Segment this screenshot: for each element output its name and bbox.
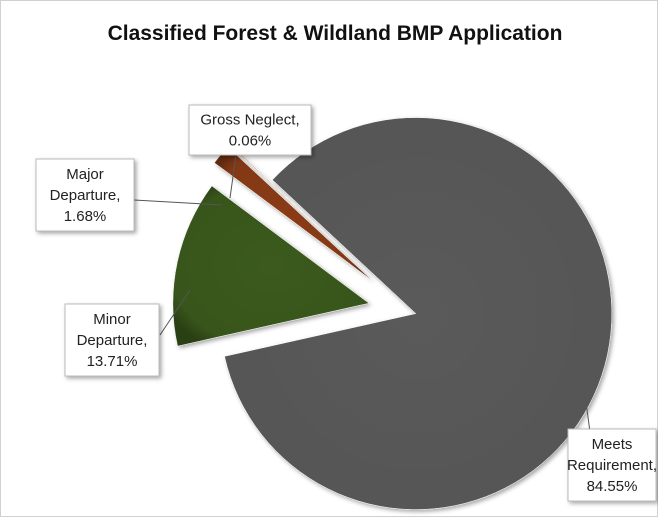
label-name: Minor bbox=[93, 311, 131, 328]
label-name: Major bbox=[66, 166, 104, 183]
data-label: Major Departure, 1.68% bbox=[50, 166, 121, 225]
label-name: Departure bbox=[50, 187, 117, 204]
data-label: Gross Neglect, 0.06% bbox=[200, 112, 299, 150]
data-label: Meets Requirement, 84.55% bbox=[567, 436, 657, 495]
label-separator: , bbox=[143, 332, 147, 349]
data-label: Minor Departure, 13.71% bbox=[77, 311, 148, 370]
label-separator: , bbox=[295, 112, 299, 129]
leader-line bbox=[159, 289, 191, 336]
slice-shade bbox=[225, 140, 370, 275]
label-value: 1.68% bbox=[64, 208, 107, 225]
label-value: 13.71% bbox=[87, 353, 138, 370]
label-box bbox=[188, 104, 312, 156]
label-separator: , bbox=[116, 187, 120, 204]
leader-line bbox=[584, 394, 591, 433]
label-separator: , bbox=[653, 457, 657, 474]
label-value: 84.55% bbox=[587, 478, 638, 495]
slice-shade bbox=[214, 146, 372, 281]
label-box bbox=[64, 303, 160, 377]
label-name: Gross Neglect bbox=[200, 112, 296, 129]
label-name: Meets bbox=[592, 436, 633, 453]
labels: Meets Requirement, 84.55% Minor Departure, 13… bbox=[35, 104, 657, 502]
leader-line bbox=[229, 154, 237, 199]
label-name: Departure bbox=[77, 332, 144, 349]
label-value: 0.06% bbox=[229, 133, 272, 150]
slice-shade bbox=[172, 185, 369, 347]
slice-shade bbox=[224, 117, 612, 510]
label-box bbox=[35, 158, 135, 232]
label-box bbox=[567, 428, 657, 502]
label-name: Requirement bbox=[567, 457, 654, 474]
slices bbox=[172, 117, 612, 510]
leader-line bbox=[133, 199, 223, 206]
chart-title: Classified Forest & Wildland BMP Applica… bbox=[108, 22, 563, 45]
